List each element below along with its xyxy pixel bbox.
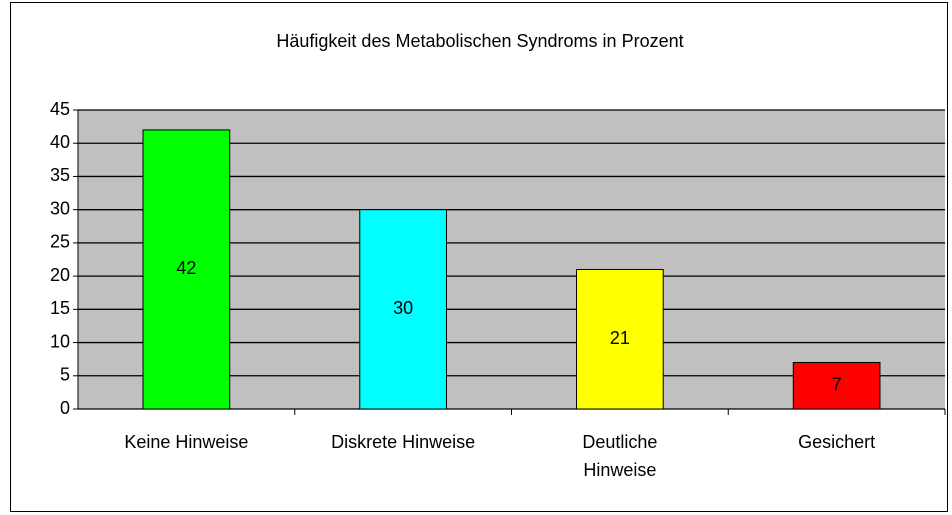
chart-title: Häufigkeit des Metabolischen Syndroms in…	[276, 31, 683, 51]
y-tick-label: 15	[50, 298, 70, 318]
y-tick-label: 45	[50, 99, 70, 119]
bar	[792, 361, 881, 410]
y-tick-label: 25	[50, 232, 70, 252]
y-tick-label: 35	[50, 165, 70, 185]
y-tick-label: 0	[60, 398, 70, 418]
data-label: 7	[832, 374, 842, 394]
x-tick-label: Diskrete Hinweise	[331, 432, 476, 452]
bar	[142, 129, 231, 410]
x-tick-label: Deutliche Hinweise	[582, 432, 658, 480]
data-label: 42	[176, 258, 196, 278]
y-tick-label: 40	[50, 132, 70, 152]
data-label: 30	[393, 298, 413, 318]
bar	[359, 209, 447, 410]
y-tick-label: 20	[50, 265, 70, 285]
y-tick-label: 10	[50, 331, 70, 351]
y-tick-label: 5	[60, 365, 70, 385]
data-label: 21	[610, 328, 630, 348]
x-tick-label: Keine Hinweise	[124, 432, 249, 452]
y-tick-label: 30	[50, 198, 70, 218]
x-tick-label: Gesichert	[798, 432, 876, 452]
bar	[576, 268, 664, 410]
